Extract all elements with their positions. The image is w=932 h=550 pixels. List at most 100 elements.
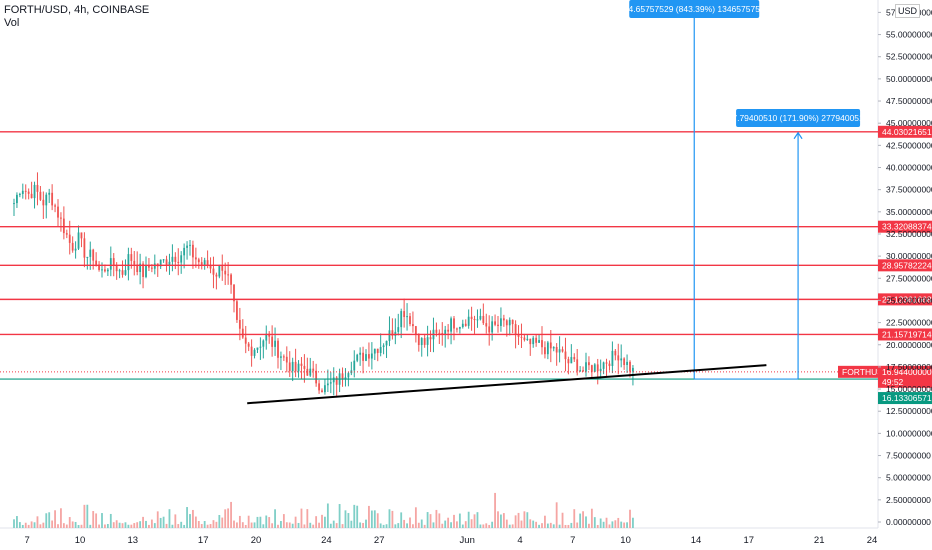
measure-tools[interactable]: 134.65757529 (843.39%) 13465757529 27.794… bbox=[619, 0, 869, 380]
volume-bar bbox=[148, 524, 150, 528]
horizontal-levels[interactable]: 44.03021651 33.32088374 28.95782224 25.1236… bbox=[0, 125, 932, 405]
y-tick-label: 30.00000000 bbox=[886, 251, 932, 261]
volume-bar bbox=[338, 504, 341, 528]
y-tick-label: 37.50000000 bbox=[886, 185, 932, 195]
volume-bar bbox=[104, 524, 106, 528]
volume-bar bbox=[514, 515, 517, 528]
volume-bar bbox=[517, 512, 520, 528]
volume-bar bbox=[277, 524, 279, 528]
volume-bar bbox=[106, 523, 109, 528]
volume-bars bbox=[13, 492, 634, 528]
candle bbox=[16, 194, 18, 204]
volume-bar bbox=[370, 510, 373, 528]
volume-bar bbox=[382, 524, 385, 528]
candle bbox=[453, 318, 455, 329]
chart-header: FORTH/USD, 4h, COINBASE Vol bbox=[4, 4, 149, 30]
volume-bar bbox=[629, 509, 631, 528]
candle bbox=[538, 340, 540, 343]
candle bbox=[106, 269, 109, 272]
x-tick-label: 24 bbox=[321, 535, 332, 546]
volume-bar bbox=[611, 521, 614, 528]
volume-bar bbox=[561, 512, 564, 528]
volume-bar bbox=[341, 524, 344, 528]
volume-bar bbox=[124, 522, 127, 528]
trendline[interactable] bbox=[247, 364, 767, 405]
candle bbox=[183, 247, 186, 256]
volume-bar bbox=[321, 514, 323, 528]
candle bbox=[511, 319, 514, 325]
volume-bar bbox=[115, 520, 118, 528]
volume-bar bbox=[21, 524, 24, 528]
volume-bar bbox=[209, 524, 212, 528]
candle bbox=[288, 362, 291, 372]
candle bbox=[39, 191, 42, 200]
candle bbox=[382, 345, 385, 348]
volume-bar bbox=[485, 523, 488, 528]
candle bbox=[508, 319, 511, 326]
volume-bar bbox=[253, 522, 256, 528]
volume-bar bbox=[579, 513, 582, 528]
candle bbox=[555, 347, 558, 353]
candle bbox=[285, 356, 288, 363]
volume-bar bbox=[359, 522, 362, 528]
candle bbox=[532, 337, 535, 345]
volume-bar bbox=[192, 509, 194, 528]
candle bbox=[174, 256, 177, 262]
candle bbox=[309, 368, 312, 376]
volume-bar bbox=[200, 524, 203, 528]
candle bbox=[473, 319, 476, 321]
volume-bar bbox=[456, 521, 458, 528]
volume-bar bbox=[162, 516, 165, 528]
support-price-tag bbox=[878, 392, 932, 405]
candle bbox=[306, 368, 309, 376]
volume-bar bbox=[262, 524, 265, 528]
candle bbox=[632, 367, 634, 372]
measure-label: 27.79400510 (171.90%) 2779400510 bbox=[728, 113, 869, 123]
candle bbox=[262, 340, 265, 347]
volume-bar bbox=[136, 522, 139, 528]
candle bbox=[359, 352, 362, 355]
volume-bar bbox=[221, 517, 224, 528]
candle bbox=[488, 326, 491, 333]
candle bbox=[588, 362, 590, 366]
volume-bar bbox=[546, 523, 549, 528]
candles bbox=[13, 172, 634, 398]
candle bbox=[318, 383, 320, 391]
time-axis[interactable]: 7 10 13 17 20 24 27 Jun 4 7 10 14 17 21 24 bbox=[25, 535, 878, 546]
volume-bar bbox=[467, 511, 470, 528]
volume-bar bbox=[438, 513, 441, 528]
volume-bar bbox=[488, 524, 491, 528]
volume-bar bbox=[555, 502, 558, 528]
candle bbox=[362, 352, 364, 361]
volume-bar bbox=[590, 508, 593, 528]
candle bbox=[385, 340, 388, 346]
volume-bar bbox=[109, 513, 112, 528]
candle bbox=[582, 370, 584, 372]
candle bbox=[145, 265, 147, 277]
volume-bar bbox=[599, 518, 602, 528]
candle bbox=[189, 244, 191, 246]
candle bbox=[599, 368, 602, 372]
currency-badge[interactable]: USD bbox=[894, 4, 920, 18]
volume-bar bbox=[168, 509, 171, 528]
volume-bar bbox=[552, 524, 555, 528]
candle bbox=[435, 329, 438, 333]
candle bbox=[247, 343, 250, 347]
volume-bar bbox=[83, 504, 86, 528]
chart-title: FORTH/USD, 4h, COINBASE bbox=[4, 4, 150, 16]
support-trendline[interactable] bbox=[247, 364, 767, 405]
volume-bar bbox=[523, 511, 526, 528]
candle bbox=[109, 258, 112, 270]
candle bbox=[256, 347, 259, 350]
volume-bar bbox=[297, 522, 300, 528]
candle bbox=[233, 284, 235, 302]
candle bbox=[271, 336, 274, 347]
candle bbox=[608, 363, 611, 366]
candle bbox=[98, 264, 100, 270]
x-tick-label: 20 bbox=[251, 535, 262, 546]
candle bbox=[564, 351, 567, 360]
candle bbox=[376, 348, 379, 353]
volume-bar bbox=[280, 521, 282, 528]
volume-bar bbox=[497, 511, 499, 528]
